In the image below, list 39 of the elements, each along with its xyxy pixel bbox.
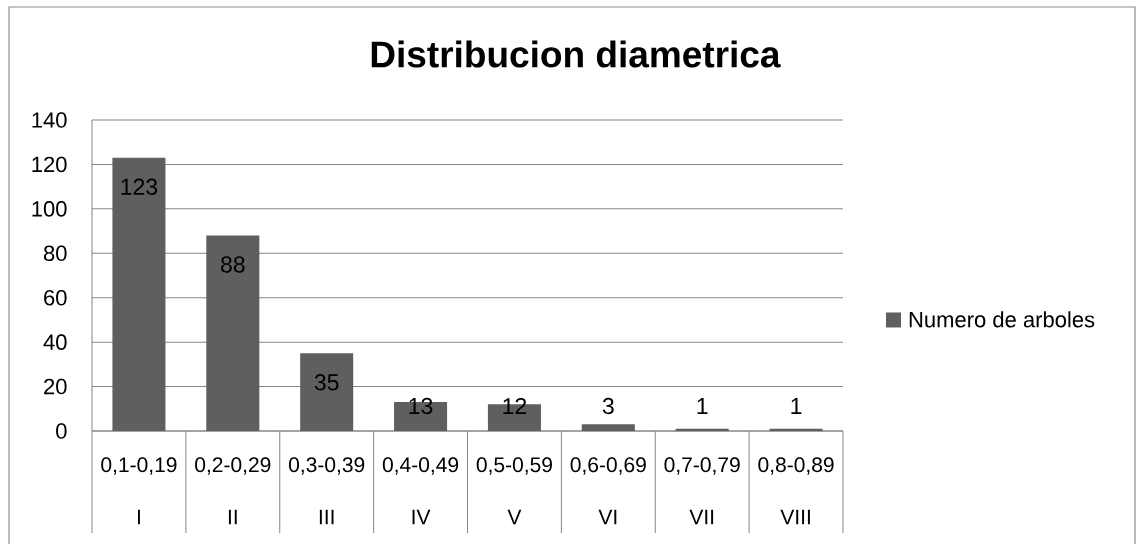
bar <box>300 353 354 431</box>
bar <box>675 428 729 431</box>
text: I <box>137 509 140 525</box>
data-label: 3 <box>602 397 614 415</box>
x-tick-label: 0,1-0,19 <box>101 457 177 475</box>
data-label: 123 <box>121 178 158 195</box>
text: VI <box>598 509 617 525</box>
y-tick-label: 20 <box>44 378 67 395</box>
y-tick-label: 100 <box>32 201 67 217</box>
bar <box>206 235 260 431</box>
x-tick-label: 0,8-0,89 <box>758 457 834 475</box>
x-tick-label: 0,5-0,59 <box>476 457 552 475</box>
y-tick-label: 80 <box>43 245 67 262</box>
legend-label: Numero de arboles <box>909 311 1095 328</box>
data-label: 35 <box>314 374 339 391</box>
text: VIII <box>780 509 810 525</box>
y-tick-label: 120 <box>32 156 67 173</box>
x-tick-label: 0,4-0,49 <box>382 457 459 475</box>
y-tick-label: 140 <box>32 112 67 128</box>
y-tick-label: 40 <box>43 334 67 350</box>
data-label: 1 <box>697 398 708 414</box>
data-label: 1 <box>791 398 802 414</box>
x-tick-label: 0,7-0,79 <box>664 457 740 475</box>
chart-title: Distribucion diametrica <box>371 40 781 68</box>
bar <box>112 157 166 431</box>
text: VII <box>689 509 714 525</box>
y-tick-label: 60 <box>44 289 67 306</box>
data-label: 13 <box>409 397 433 415</box>
x-tick-label: 0,3-0,39 <box>288 457 365 475</box>
bar <box>769 428 823 431</box>
text: II <box>228 509 237 525</box>
bar <box>581 424 635 431</box>
x-tick-label: 0,6-0,69 <box>570 457 646 475</box>
x-tick-label: 0,2-0,29 <box>195 457 271 475</box>
text: III <box>319 509 334 525</box>
text: V <box>507 509 522 525</box>
y-tick-label: 0 <box>56 423 67 439</box>
data-label: 88 <box>221 256 245 273</box>
text: IV <box>412 509 431 525</box>
